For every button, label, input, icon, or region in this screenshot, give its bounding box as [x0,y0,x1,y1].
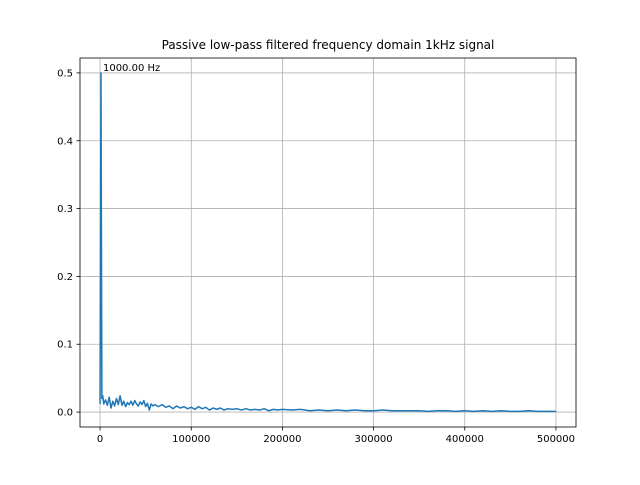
x-tick-label: 100000 [172,434,210,445]
y-tick-label: 0.3 [57,204,73,215]
y-tick-label: 0.2 [57,272,73,283]
x-tick-label: 200000 [263,434,301,445]
y-tick-label: 0.5 [57,68,73,79]
x-tick-label: 400000 [446,434,484,445]
chart-title: Passive low-pass filtered frequency doma… [162,38,495,52]
y-tick-label: 0.4 [57,136,73,147]
x-tick-label: 500000 [537,434,575,445]
grid [80,58,576,427]
series-line [99,72,556,413]
axes-frame [79,57,577,428]
axes-border [79,57,577,428]
y-tick-label: 0.0 [57,408,73,419]
x-tick-label: 300000 [354,434,392,445]
y-axis: 0.0 0.1 0.2 0.3 0.4 0.5 [57,68,80,419]
axes-background [80,58,576,427]
peak-annotation: 1000.00 Hz [103,63,160,74]
plot-area [99,72,556,413]
x-axis: 0 100000 200000 300000 400000 500000 [97,427,575,445]
y-tick-label: 0.1 [57,340,73,351]
x-tick-label: 0 [97,434,103,445]
